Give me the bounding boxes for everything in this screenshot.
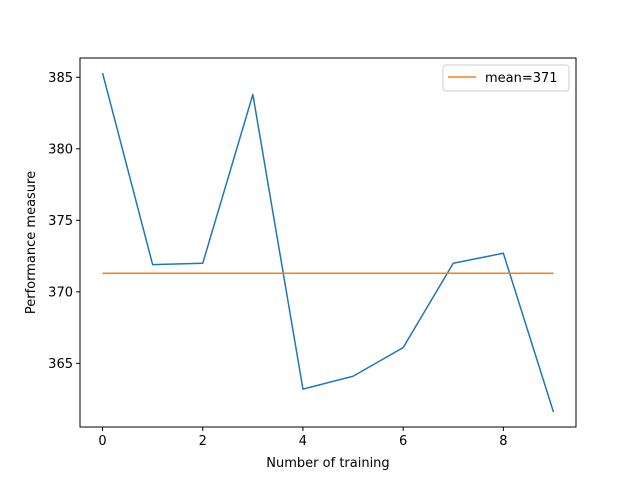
series-layer	[101, 72, 555, 413]
y-axis-ticks: 365 370 375 380 385	[48, 71, 80, 372]
x-tick-label-6: 6	[399, 434, 407, 449]
x-tick-label-2: 2	[199, 434, 207, 449]
y-axis-label: Performance measure	[24, 171, 39, 314]
y-tick-label-365: 365	[48, 357, 73, 372]
y-tick-label-375: 375	[48, 214, 73, 229]
x-axis-label: Number of training	[266, 456, 389, 471]
performance-series-line	[101, 72, 555, 413]
y-tick-label-385: 385	[48, 71, 73, 86]
legend: mean=371	[442, 64, 570, 92]
x-tick-label-0: 0	[98, 434, 106, 449]
y-tick-label-370: 370	[48, 285, 73, 300]
x-tick-label-4: 4	[299, 434, 307, 449]
plot-area	[80, 58, 576, 427]
x-axis-ticks: 0 2 4 6 8	[98, 427, 507, 449]
legend-entry-mean: mean=371	[485, 71, 558, 86]
y-tick-label-380: 380	[48, 142, 73, 157]
x-tick-label-8: 8	[499, 434, 507, 449]
plot-frame	[79, 57, 577, 428]
legend-box	[442, 64, 570, 92]
